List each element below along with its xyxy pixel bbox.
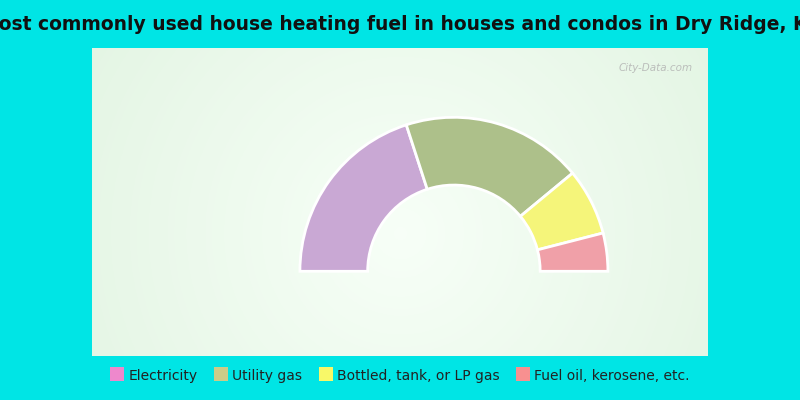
Text: City-Data.com: City-Data.com	[618, 63, 693, 73]
Wedge shape	[300, 125, 427, 271]
Legend: Electricity, Utility gas, Bottled, tank, or LP gas, Fuel oil, kerosene, etc.: Electricity, Utility gas, Bottled, tank,…	[103, 362, 697, 390]
Wedge shape	[538, 233, 608, 271]
Wedge shape	[406, 117, 573, 216]
Wedge shape	[520, 173, 603, 250]
Text: Most commonly used house heating fuel in houses and condos in Dry Ridge, KY: Most commonly used house heating fuel in…	[0, 14, 800, 34]
